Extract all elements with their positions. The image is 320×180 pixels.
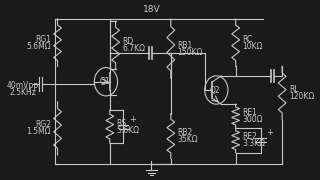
Text: +: + [129,115,136,124]
Text: 18V: 18V [143,5,160,14]
Text: 120KΩ: 120KΩ [289,92,314,101]
Text: RC: RC [243,35,253,44]
Text: 1.5MΩ: 1.5MΩ [26,127,51,136]
Text: RE1: RE1 [243,108,257,117]
Text: 2.5KHz: 2.5KHz [9,88,36,97]
Text: RG1: RG1 [35,35,51,44]
Text: RB1: RB1 [178,41,193,50]
Text: 10KΩ: 10KΩ [243,42,263,51]
Text: RE2: RE2 [243,132,257,141]
Text: RS: RS [116,119,127,128]
Text: RG2: RG2 [35,120,51,129]
Text: RB2: RB2 [178,128,193,137]
Text: 35KΩ: 35KΩ [178,135,198,144]
Text: 150KΩ: 150KΩ [178,48,203,57]
Text: 5.6MΩ: 5.6MΩ [26,42,51,51]
Text: RL: RL [289,85,299,94]
Text: 3.3KΩ: 3.3KΩ [243,139,266,148]
Text: Q2: Q2 [210,86,221,94]
Text: Q1: Q1 [100,77,110,86]
Text: 300Ω: 300Ω [243,115,263,124]
Text: 6.7KΩ: 6.7KΩ [123,44,145,53]
Text: RD: RD [123,37,134,46]
Text: +: + [267,128,274,137]
Text: 40mVpp: 40mVpp [7,81,39,90]
Text: 5.6KΩ: 5.6KΩ [116,126,140,135]
